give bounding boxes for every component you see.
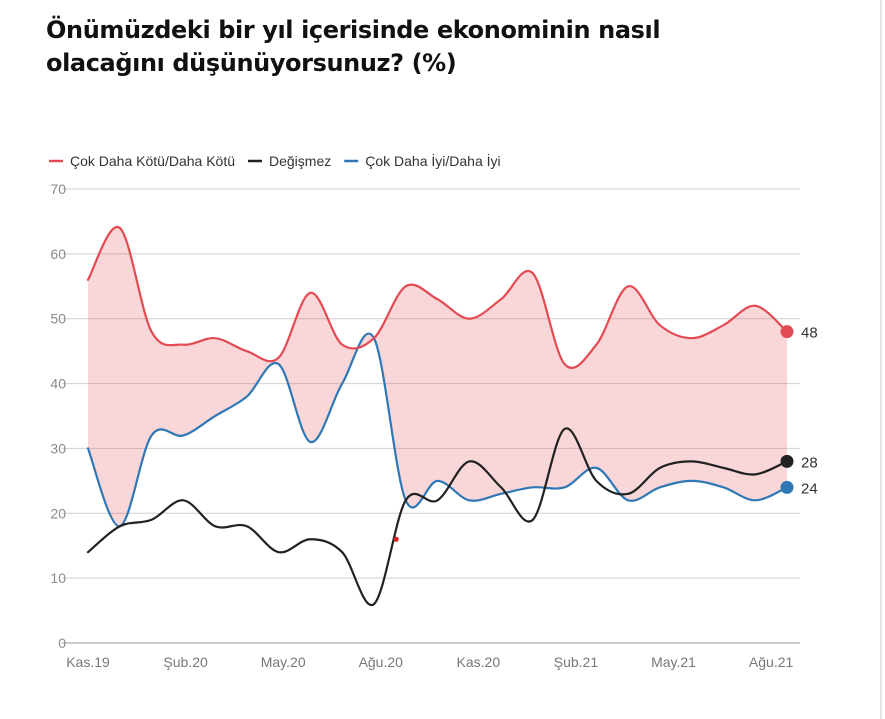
series-lines bbox=[86, 226, 789, 607]
x-axis: Kas.19 Şub.20 May.20 Ağu.20 Kas.20 Şub.21 May.… bbox=[66, 654, 793, 670]
end-markers: 48 28 24 bbox=[393, 325, 818, 542]
right-edge-divider bbox=[880, 0, 882, 719]
y-tick-label: 50 bbox=[50, 311, 66, 327]
y-tick-label: 60 bbox=[50, 246, 66, 262]
y-tick-label: 20 bbox=[50, 505, 66, 521]
y-tick-label: 40 bbox=[50, 376, 66, 392]
y-tick-label: 30 bbox=[50, 440, 66, 456]
x-tick-label: May.20 bbox=[261, 654, 306, 670]
x-tick-label: Kas.19 bbox=[66, 654, 110, 670]
y-tick-label: 70 bbox=[50, 181, 66, 197]
legend-label: Çok Daha İyi/Daha İyi bbox=[365, 152, 500, 169]
legend-label: Çok Daha Kötü/Daha Kötü bbox=[70, 153, 235, 169]
x-tick-label: Ağu.20 bbox=[359, 654, 404, 670]
legend-label: Değişmez bbox=[269, 153, 331, 169]
end-value-label: 28 bbox=[801, 454, 818, 471]
end-value-label: 24 bbox=[801, 480, 818, 497]
annotation-dot bbox=[393, 536, 399, 542]
y-axis: 0 10 20 30 40 50 60 70 bbox=[50, 181, 66, 651]
end-point-marker bbox=[780, 480, 794, 494]
end-point-marker bbox=[780, 325, 794, 339]
range-band bbox=[88, 226, 787, 527]
grid-lines bbox=[62, 188, 800, 644]
y-tick-label: 10 bbox=[50, 570, 66, 586]
chart-legend: Çok Daha Kötü/Daha Kötü Değişmez Çok Daha … bbox=[49, 152, 501, 169]
x-tick-label: Ağu.21 bbox=[749, 654, 794, 670]
end-point-marker bbox=[780, 454, 794, 468]
x-tick-label: Kas.20 bbox=[457, 654, 501, 670]
series-line bbox=[86, 226, 789, 369]
series-line bbox=[86, 427, 789, 607]
x-tick-label: May.21 bbox=[651, 654, 696, 670]
shaded-range-area bbox=[88, 226, 787, 527]
chart-title: Önümüzdeki bir yıl içerisinde ekonominin… bbox=[46, 16, 661, 77]
x-tick-label: Şub.21 bbox=[554, 654, 599, 670]
x-tick-label: Şub.20 bbox=[163, 654, 208, 670]
y-tick-label: 0 bbox=[58, 635, 66, 651]
series-line bbox=[86, 332, 789, 528]
end-value-label: 48 bbox=[801, 325, 818, 342]
